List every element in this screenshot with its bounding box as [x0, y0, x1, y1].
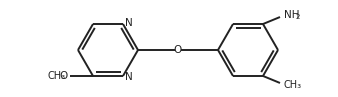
Text: N: N [125, 18, 133, 28]
Text: NH: NH [284, 10, 299, 20]
Text: N: N [125, 72, 133, 82]
Text: 2: 2 [295, 14, 300, 20]
Text: CH₃: CH₃ [47, 71, 66, 81]
Text: CH₃: CH₃ [284, 80, 302, 90]
Text: O: O [59, 71, 68, 81]
Text: O: O [174, 45, 182, 55]
